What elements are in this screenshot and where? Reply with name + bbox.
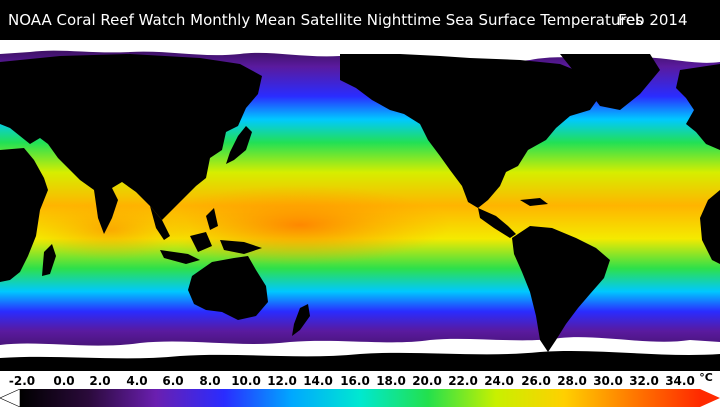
scale-tick: 34.0 [665, 374, 695, 388]
greenland [560, 54, 660, 110]
scale-tick: 18.0 [376, 374, 406, 388]
scale-tick: 12.0 [267, 374, 297, 388]
scale-tick: 14.0 [303, 374, 333, 388]
eurasia [0, 54, 262, 220]
color-bar-gradient [20, 389, 700, 407]
new-zealand [292, 304, 310, 336]
west-africa [700, 190, 720, 264]
map-title-text: NOAA Coral Reef Watch Monthly Mean Satel… [8, 11, 644, 29]
sst-map [0, 40, 720, 371]
scale-tick: 32.0 [629, 374, 659, 388]
caribbean [520, 198, 548, 206]
australia [188, 256, 268, 320]
europe [676, 64, 720, 150]
color-bar [0, 389, 720, 407]
scale-tick: 24.0 [484, 374, 514, 388]
scale-tick: 4.0 [126, 374, 148, 388]
scale-tick: 0.0 [53, 374, 75, 388]
scale-tick: 20.0 [412, 374, 442, 388]
color-bar-left-arrow [0, 389, 21, 407]
map-date: Feb 2014 [618, 11, 688, 29]
warm-indian-ocean [30, 200, 190, 260]
south-america [512, 226, 610, 352]
north-america [340, 54, 600, 208]
color-scale: -2.0 0.0 2.0 4.0 6.0 8.0 10.0 12.0 14.0 … [0, 371, 720, 411]
scale-tick: 2.0 [89, 374, 111, 388]
southeast-asia [150, 206, 170, 240]
indonesia [160, 208, 262, 264]
color-bar-right-arrow [700, 389, 720, 407]
warm-pool [150, 185, 450, 265]
map-title: NOAA Coral Reef Watch Monthly Mean Satel… [0, 0, 720, 40]
central-america [478, 208, 516, 238]
africa-east [0, 148, 48, 282]
scale-tick: 8.0 [199, 374, 221, 388]
scale-tick: 30.0 [593, 374, 623, 388]
scale-tick: 6.0 [162, 374, 184, 388]
madagascar [42, 244, 56, 276]
scale-tick: 26.0 [521, 374, 551, 388]
scale-tick: -2.0 [8, 374, 36, 388]
india [94, 188, 118, 234]
scale-tick: 22.0 [448, 374, 478, 388]
scale-tick: 10.0 [231, 374, 261, 388]
scale-unit: °C [699, 371, 713, 384]
arctic-ice [0, 40, 720, 63]
japan [226, 126, 252, 164]
scale-tick: 16.0 [340, 374, 370, 388]
antarctica [0, 351, 720, 371]
scale-tick: 28.0 [557, 374, 587, 388]
